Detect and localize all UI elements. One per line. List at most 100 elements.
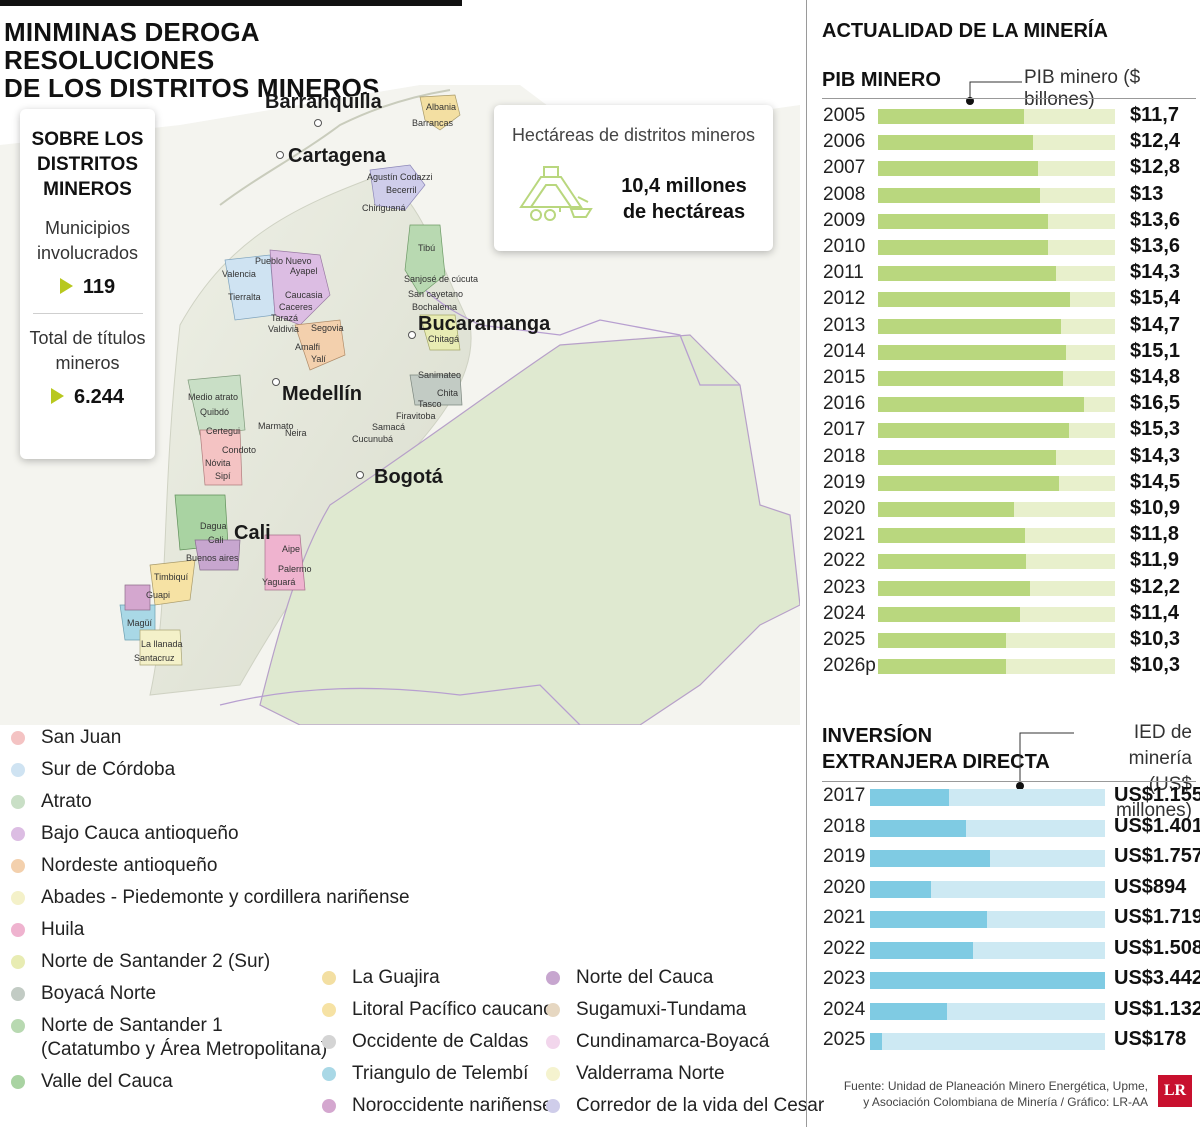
- bar: [878, 109, 1024, 124]
- year-label: 2019: [823, 846, 866, 867]
- muni-label: Barrancas: [412, 118, 454, 128]
- bar-value-label: US$1.757: [1114, 845, 1200, 867]
- districts-summary-card: SOBRE LOS DISTRITOS MINEROS Municipios i…: [20, 109, 155, 459]
- muni-label: Valdivia: [268, 324, 299, 334]
- legend-item: Norte del Cauca: [546, 966, 713, 990]
- note-line: (US$ millones): [1115, 774, 1192, 821]
- legend-label: Valderrama Norte: [576, 1063, 725, 1084]
- legend-swatch: [11, 987, 25, 1001]
- bar-track: [878, 109, 1115, 124]
- year-label: 2017: [823, 785, 866, 806]
- bar-track: [878, 554, 1115, 570]
- bar-value-label: $11,7: [1130, 104, 1179, 126]
- title-line: INVERSÍON: [822, 725, 933, 747]
- year-label: 2025: [823, 1029, 866, 1050]
- muni-label: Santacruz: [134, 653, 175, 663]
- year-label: 2012: [823, 288, 866, 310]
- legend-label: Nordeste antioqueño: [41, 855, 218, 876]
- legend-label: (Catatumbo y Área Metropolitana): [41, 1039, 328, 1060]
- municipios-number: 119: [82, 276, 116, 298]
- bar: [870, 819, 966, 837]
- bar-value-label: $14,3: [1130, 261, 1181, 284]
- district-noroccidente-narino: [124, 584, 151, 611]
- bar: [870, 911, 987, 928]
- label-line: mineros: [55, 353, 120, 373]
- bar: [870, 789, 949, 806]
- ied-header-rule: [822, 781, 1196, 782]
- bar-track: [878, 475, 1115, 491]
- bar-track: [870, 1002, 1105, 1020]
- bar-value-label: US$1.132: [1114, 997, 1200, 1020]
- hectares-value: 10,4 millones de hectáreas: [609, 173, 759, 225]
- legend-item: Valle del Cauca: [11, 1070, 173, 1094]
- bar-track: [870, 850, 1105, 867]
- muni-label: Medio atrato: [188, 392, 239, 402]
- right-panel-title: ACTUALIDAD DE LA MINERÍA: [822, 20, 1108, 42]
- legend-swatch: [322, 1035, 336, 1049]
- heading-line: DISTRITOS: [37, 154, 138, 175]
- muni-label: La llanada: [141, 639, 183, 649]
- legend-swatch: [11, 827, 25, 841]
- city-dot-bogota: [356, 471, 364, 479]
- year-label: 2008: [823, 183, 866, 205]
- bar-track: [878, 161, 1115, 177]
- bar-track: [870, 941, 1105, 959]
- legend-item: Sugamuxi-Tundama: [546, 998, 746, 1022]
- year-label: 2021: [823, 907, 866, 928]
- muni-label: Tarazá: [271, 313, 299, 323]
- year-label: 2005: [823, 105, 866, 126]
- bar: [878, 318, 1061, 334]
- legend-swatch: [546, 1035, 560, 1049]
- muni-label: Yalí: [311, 354, 326, 364]
- muni-label: Timbiquí: [154, 572, 189, 582]
- muni-label: Cali: [208, 535, 224, 545]
- titulos-label: Total de títulos mineros: [20, 326, 155, 376]
- bar: [878, 344, 1066, 360]
- legend-swatch: [546, 1003, 560, 1017]
- muni-label: Cucunubá: [352, 434, 394, 444]
- city-label-bogota: Bogotá: [374, 466, 443, 488]
- muni-label: Magüí: [127, 618, 153, 628]
- bar-value-label: US$1.401: [1114, 814, 1200, 837]
- bar: [878, 659, 1006, 675]
- district-norte-santander-2: [419, 314, 461, 351]
- bar-track: [870, 789, 1105, 806]
- muni-label: Valencia: [222, 269, 256, 279]
- year-label: 2024: [823, 998, 866, 1020]
- heading-line: SOBRE LOS: [31, 129, 144, 150]
- label-line: Total de títulos: [29, 328, 146, 348]
- legend-swatch: [322, 971, 336, 985]
- city-dot-bucaramanga: [408, 331, 416, 339]
- bar-track: [870, 819, 1105, 837]
- bar-value-label: $11,9: [1130, 549, 1179, 572]
- muni-label: Nóvita: [205, 458, 231, 468]
- bar-track: [878, 580, 1115, 596]
- legend-item: Abades - Piedemonte y cordillera nariñen…: [11, 886, 410, 910]
- legend-item: Boyacá Norte: [11, 982, 156, 1006]
- muni-label: Agustín Codazzi: [367, 172, 433, 182]
- section-divider: [806, 0, 807, 1127]
- bar-track: [870, 911, 1105, 928]
- legend-label: La Guajira: [352, 967, 440, 988]
- year-label: 2009: [823, 209, 866, 231]
- titulos-number: 6.244: [73, 386, 125, 408]
- bar-track: [878, 659, 1115, 675]
- legend-swatch: [11, 763, 25, 777]
- muni-label: Sanjosé de cúcuta: [404, 274, 479, 284]
- bar-track: [878, 423, 1115, 439]
- year-label: 2013: [823, 314, 866, 336]
- muni-label: Tibú: [418, 243, 436, 253]
- bar-value-label: $15,1: [1130, 339, 1181, 362]
- muni-label: Ayapel: [290, 266, 318, 276]
- legend-label: Valle del Cauca: [41, 1071, 173, 1092]
- bar: [870, 1033, 882, 1050]
- bar: [878, 240, 1048, 255]
- bar-value-label: $12,8: [1130, 156, 1181, 179]
- year-label: 2018: [823, 445, 866, 467]
- bar: [878, 449, 1056, 465]
- bar-value-label: $14,8: [1130, 366, 1181, 388]
- bar-value-label: $12,4: [1130, 130, 1181, 153]
- district-atrato: [187, 374, 246, 436]
- bar-track: [870, 1033, 1105, 1050]
- bar: [878, 580, 1030, 596]
